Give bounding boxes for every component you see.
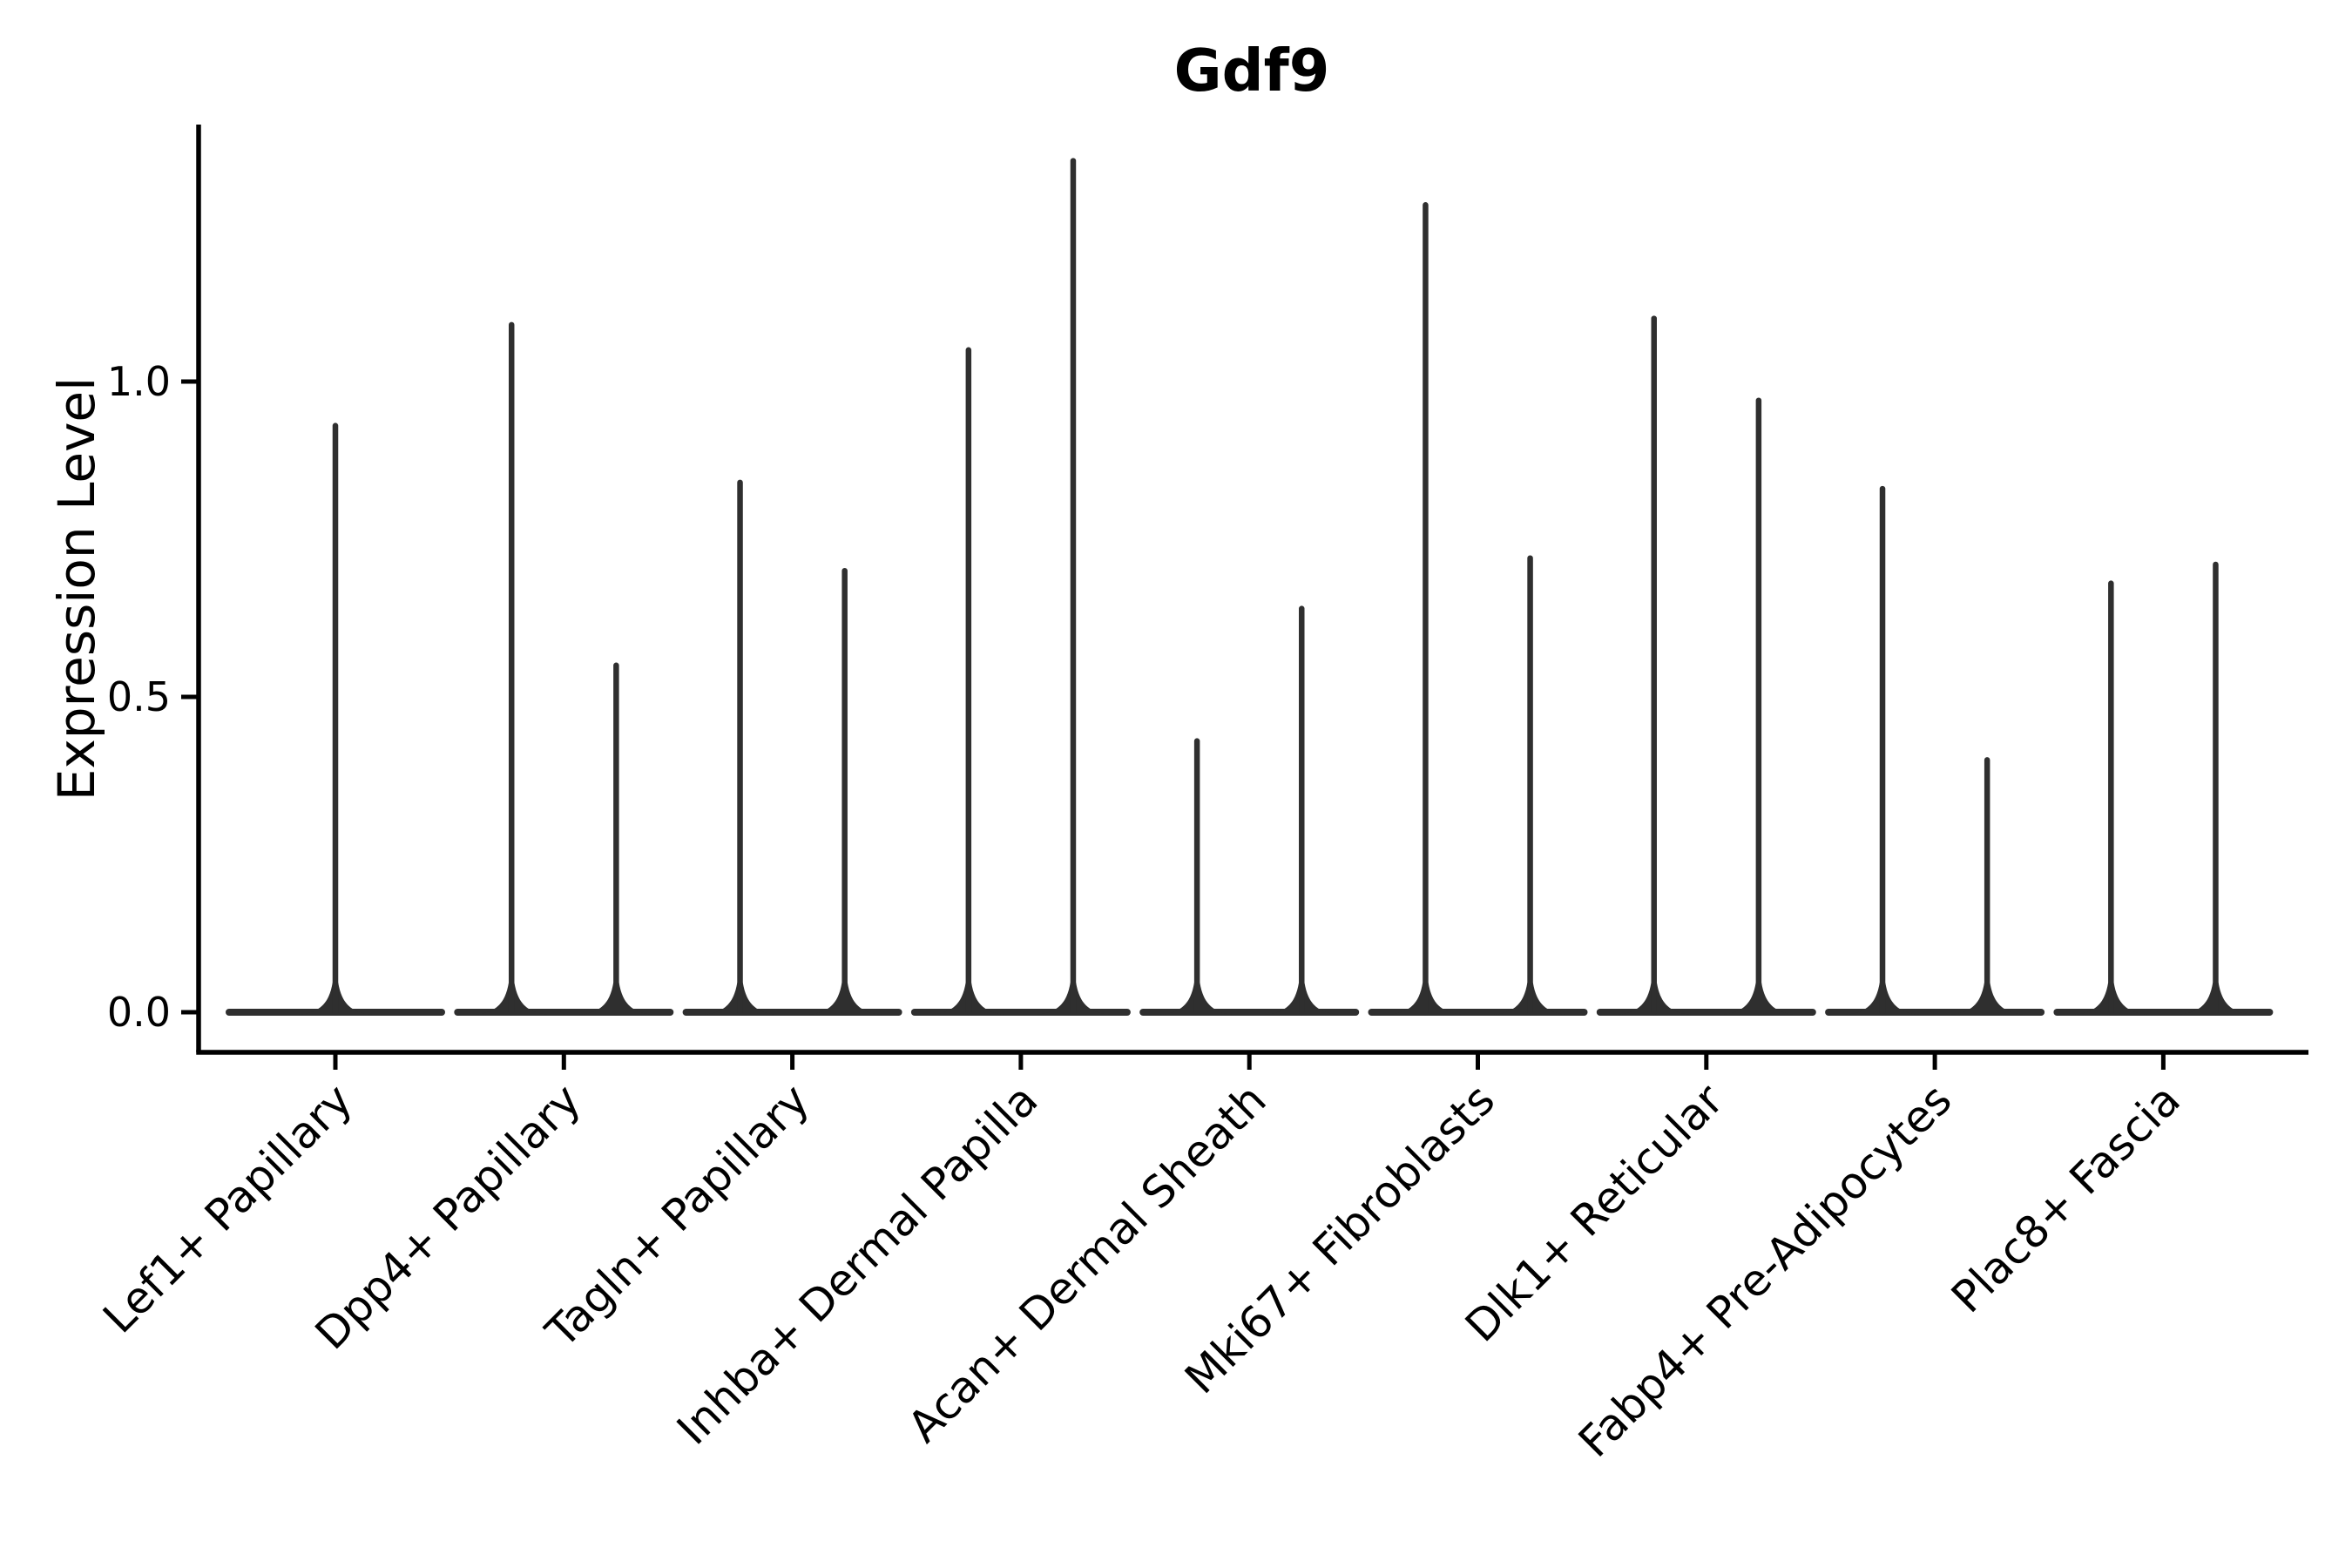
x-tick-label: Lef1+ Papillary xyxy=(93,1074,362,1342)
violin xyxy=(1596,315,1816,1016)
violin xyxy=(682,479,902,1016)
y-tick-label: 1.0 xyxy=(107,358,171,405)
violin xyxy=(1825,485,2045,1016)
violin xyxy=(454,321,674,1016)
y-tick-label: 0.0 xyxy=(107,989,171,1036)
y-tick-label: 0.5 xyxy=(107,673,171,720)
x-tick-label: Fabp4+ Pre-Adipocytes xyxy=(1569,1074,1962,1467)
violin xyxy=(1368,202,1588,1016)
x-tick-label: Plac8+ Fascia xyxy=(1942,1074,2190,1322)
violin xyxy=(1139,605,1360,1016)
violin xyxy=(2053,561,2274,1016)
x-tick-label: Inhba+ Dermal Papilla xyxy=(667,1074,1047,1454)
chart-title: Gdf9 xyxy=(1173,37,1330,105)
violin xyxy=(226,422,445,1016)
violin xyxy=(910,158,1131,1016)
